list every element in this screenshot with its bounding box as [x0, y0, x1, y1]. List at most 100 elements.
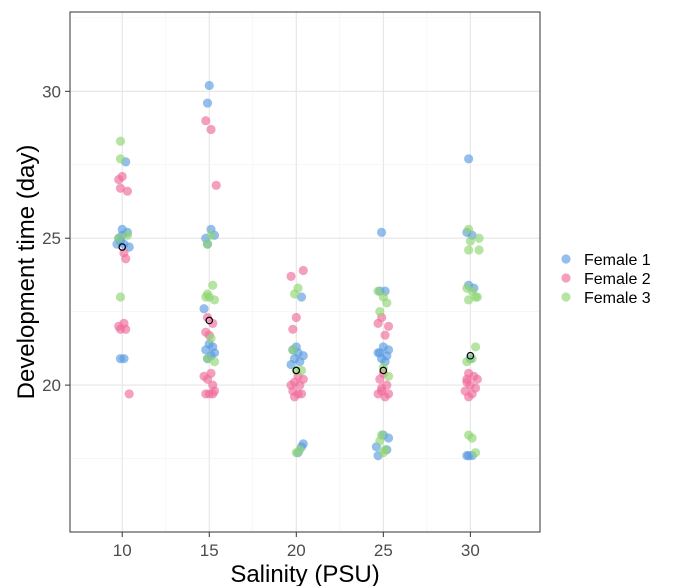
x-tick-label: 20 — [287, 541, 306, 560]
data-point — [121, 254, 131, 264]
plot-border — [69, 11, 541, 533]
data-point — [115, 136, 126, 146]
data-point — [383, 371, 394, 381]
legend-label: Female 2 — [584, 271, 651, 288]
data-point — [206, 230, 216, 240]
data-point — [201, 116, 211, 126]
data-point — [464, 245, 474, 255]
data-point — [209, 348, 220, 358]
legend-key — [561, 273, 571, 283]
x-tick-label: 30 — [461, 541, 480, 560]
legend-label: Female 1 — [584, 252, 651, 269]
data-point — [209, 357, 220, 367]
y-axis-title: Development time (day) — [13, 145, 40, 400]
data-point — [375, 307, 385, 317]
data-point — [382, 298, 392, 308]
data-point — [124, 242, 134, 252]
data-point — [114, 233, 124, 243]
data-point — [472, 292, 482, 302]
data-point — [115, 183, 126, 193]
data-point — [115, 154, 126, 164]
data-point — [464, 295, 474, 305]
data-point — [293, 389, 303, 399]
data-point — [470, 448, 481, 458]
data-point — [291, 312, 301, 323]
data-point — [202, 98, 213, 108]
mean-marker — [205, 316, 214, 325]
data-point — [474, 233, 484, 243]
data-point — [121, 324, 131, 334]
data-point — [209, 295, 220, 305]
data-point — [288, 345, 298, 355]
data-point — [462, 451, 472, 461]
data-point — [208, 280, 218, 290]
data-point — [199, 304, 209, 314]
data-point — [462, 374, 472, 384]
data-point — [298, 374, 308, 384]
legend: Female 1 Female 2 Female 3 — [561, 252, 651, 307]
data-point — [211, 180, 221, 190]
data-point — [375, 436, 385, 446]
legend-label: Female 3 — [584, 290, 651, 307]
legend-key — [561, 254, 571, 264]
data-point — [286, 359, 296, 370]
y-tick-label: 30 — [42, 82, 61, 101]
grid-lines — [70, 12, 540, 532]
legend-key — [561, 292, 571, 302]
data-point — [204, 80, 214, 91]
data-point — [464, 154, 474, 164]
data-point — [375, 348, 385, 358]
data-point — [474, 245, 484, 255]
mean-marker — [466, 351, 475, 360]
data-point — [383, 321, 394, 331]
data-point — [122, 186, 133, 196]
data-point — [464, 392, 474, 402]
data-point — [202, 354, 213, 364]
data-point — [124, 389, 134, 399]
data-point — [373, 286, 383, 296]
data-point — [114, 174, 124, 185]
y-axis-ticks: 20 25 30 — [42, 82, 70, 395]
data-point — [373, 318, 383, 329]
mean-marker — [379, 366, 388, 375]
data-point — [375, 374, 385, 384]
x-tick-label: 15 — [200, 541, 219, 560]
data-point — [465, 236, 475, 246]
data-point — [115, 292, 126, 302]
x-tick-label: 25 — [374, 541, 393, 560]
x-tick-label: 10 — [113, 541, 132, 560]
data-point — [467, 433, 477, 443]
y-tick-label: 20 — [42, 376, 61, 395]
data-point — [289, 289, 300, 299]
data-point — [383, 433, 394, 443]
data-point — [376, 227, 387, 237]
data-point — [295, 357, 305, 367]
data-point — [380, 330, 390, 340]
data-point — [119, 354, 129, 364]
y-tick-label: 25 — [42, 229, 61, 248]
data-point — [298, 265, 308, 276]
data-point — [208, 318, 218, 329]
data-point — [378, 448, 388, 458]
data-point — [208, 389, 218, 399]
data-point — [206, 333, 216, 343]
data-point — [202, 239, 213, 249]
data-point — [464, 224, 474, 235]
mean-marker — [118, 243, 127, 251]
data-point — [291, 448, 301, 458]
data-point — [122, 230, 133, 240]
data-points — [112, 80, 484, 461]
mean-marker — [292, 366, 301, 375]
data-point — [199, 371, 209, 381]
x-axis-title: Salinity (PSU) — [230, 561, 379, 586]
data-point — [376, 386, 387, 396]
data-point — [206, 124, 216, 135]
data-point — [383, 345, 394, 355]
data-point — [296, 292, 307, 302]
data-point — [286, 271, 296, 282]
data-point — [288, 324, 298, 334]
data-point — [470, 342, 481, 352]
data-point — [472, 374, 482, 384]
data-point — [286, 380, 296, 390]
